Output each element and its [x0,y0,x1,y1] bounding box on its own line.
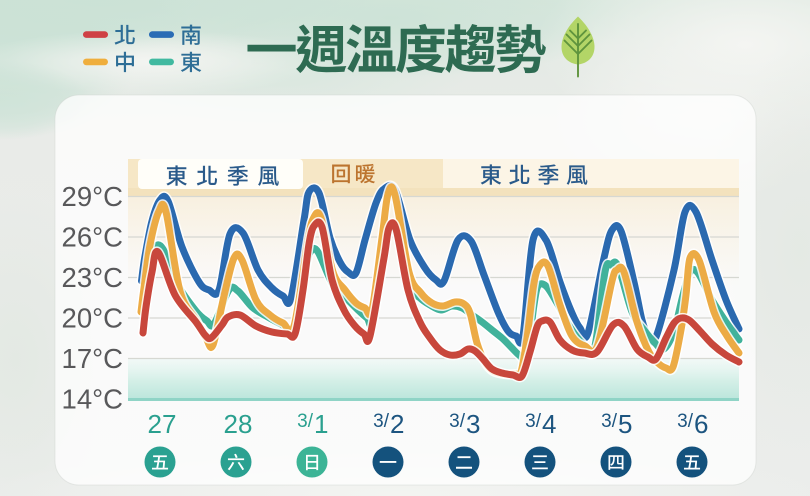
svg-text:5: 5 [618,409,632,439]
svg-text:3/: 3/ [297,411,314,432]
svg-text:4: 4 [542,409,556,439]
svg-text:3/: 3/ [677,411,694,432]
svg-text:3: 3 [466,409,480,439]
svg-text:2: 2 [390,409,404,439]
svg-text:3/: 3/ [525,411,542,432]
svg-text:1: 1 [314,409,328,439]
svg-text:14°C: 14°C [62,384,123,415]
svg-text:27: 27 [148,409,177,439]
svg-text:29°C: 29°C [62,181,123,212]
svg-text:28: 28 [224,409,253,439]
svg-text:3/: 3/ [601,411,618,432]
svg-text:20°C: 20°C [62,303,123,334]
svg-text:17°C: 17°C [62,343,123,374]
svg-text:26°C: 26°C [62,222,123,253]
svg-text:6: 6 [694,409,708,439]
svg-text:3/: 3/ [373,411,390,432]
svg-text:3/: 3/ [449,411,466,432]
svg-text:23°C: 23°C [62,262,123,293]
